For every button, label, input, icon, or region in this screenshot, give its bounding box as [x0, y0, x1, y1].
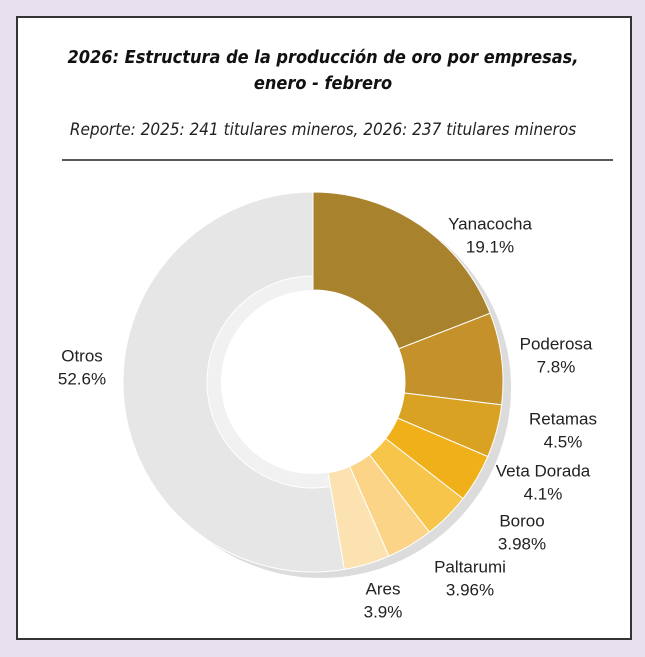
hole	[221, 290, 405, 474]
chart-title: enero - febrero	[254, 73, 392, 94]
slice-label: Otros	[61, 346, 103, 365]
slice-value: 7.8%	[537, 357, 576, 376]
slice-value: 3.9%	[364, 602, 403, 621]
slice-label: Paltarumi	[434, 557, 506, 576]
chart-subtitle: Reporte: 2025: 241 titulares mineros, 20…	[70, 120, 576, 140]
donut	[122, 191, 511, 578]
slice-value: 3.96%	[446, 580, 494, 599]
slice-value: 3.98%	[498, 534, 546, 553]
chart-title: 2026: Estructura de la producción de oro…	[68, 47, 579, 68]
slice-label: Veta Dorada	[496, 461, 591, 480]
slice-value: 4.1%	[524, 484, 563, 503]
slice-value: 19.1%	[466, 237, 514, 256]
slice-label: Boroo	[499, 511, 544, 530]
slice	[122, 191, 345, 573]
slice-label: Yanacocha	[448, 214, 532, 233]
slice-label: Retamas	[529, 409, 597, 428]
slice-label: Ares	[366, 579, 401, 598]
slice-label: Poderosa	[520, 334, 593, 353]
slice-value: 52.6%	[58, 369, 106, 388]
slice-value: 4.5%	[544, 432, 583, 451]
